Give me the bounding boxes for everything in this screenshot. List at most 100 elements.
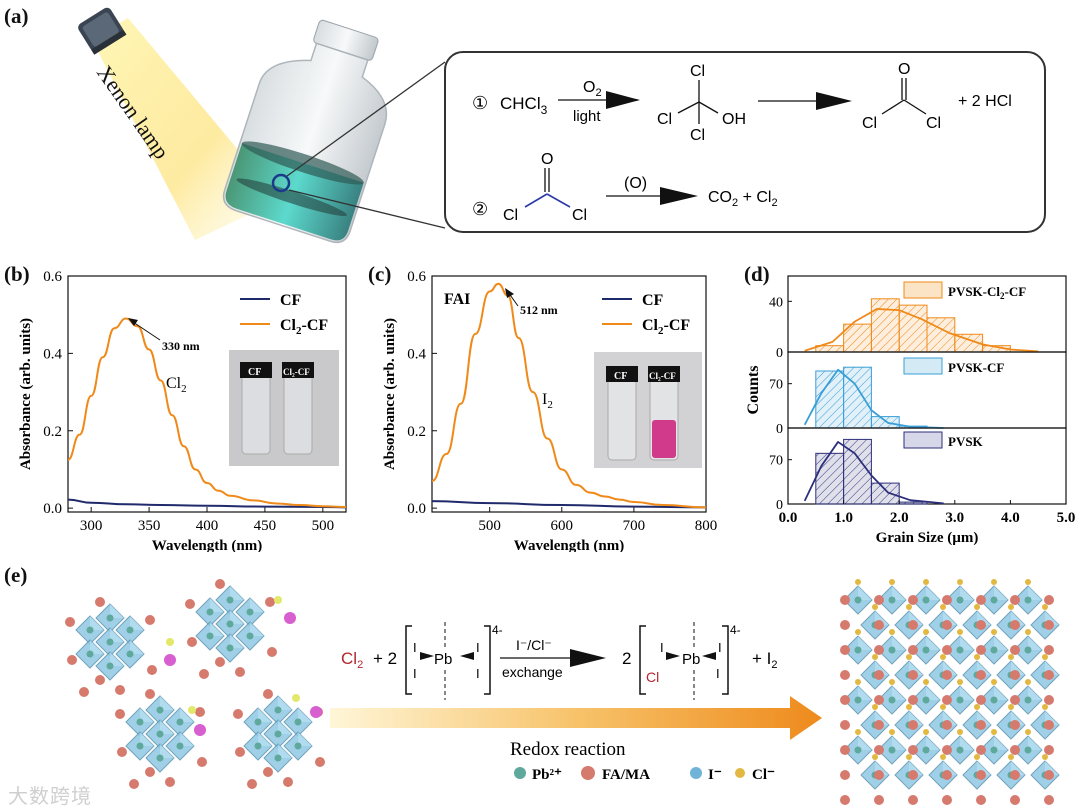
- lattice-octahedron: [1031, 654, 1059, 689]
- svg-text:2: 2: [622, 649, 631, 668]
- lattice-cation: [976, 745, 986, 755]
- reaction2-arrow-top: (O): [624, 175, 647, 192]
- chart-d-xtick-label: 0.0: [779, 510, 798, 526]
- svg-text:Cl: Cl: [862, 115, 877, 132]
- lattice-cation: [942, 620, 952, 630]
- lattice-cation: [1044, 595, 1054, 605]
- legend-b-cf: CF: [280, 292, 302, 309]
- chart-d-bar-1-1: [843, 366, 872, 429]
- lattice-cation: [1044, 770, 1054, 780]
- lattice-cation: [840, 620, 850, 630]
- exchange-equation: Cl2 + 2 Pb I I I I 4- I⁻/Cl⁻ exchange 2 …: [341, 622, 778, 700]
- chart-d-bar-1-2: [870, 416, 900, 429]
- vial-icon: [222, 19, 388, 244]
- chart-d-bar-2-1: [843, 438, 872, 505]
- lattice-cation: [874, 720, 884, 730]
- chart-d-bar-0-4: [926, 317, 956, 353]
- svg-text:I: I: [718, 640, 722, 655]
- svg-text:Cl: Cl: [503, 207, 518, 224]
- svg-text:exchange: exchange: [502, 664, 563, 680]
- lattice-octahedron: [861, 654, 889, 689]
- legend-d-pvsk-cl2: PVSK-Cl2-CF: [948, 284, 1026, 301]
- svg-text:+ 2: + 2: [373, 649, 397, 668]
- lattice-octahedron: [895, 654, 923, 689]
- lattice-cation: [976, 770, 986, 780]
- lattice-cation: [976, 670, 986, 680]
- lattice-cation: [908, 620, 918, 630]
- svg-text:I: I: [476, 666, 480, 681]
- chart-b-xlabel: Wavelength (nm): [152, 538, 262, 552]
- chart-b-ytick-label: 0.6: [43, 269, 62, 285]
- legend-e: Pb²⁺ FA/MA I⁻ Cl⁻: [514, 766, 775, 783]
- svg-text:4-: 4-: [492, 623, 503, 637]
- svg-text:Cl: Cl: [926, 115, 941, 132]
- redox-arrow: [330, 696, 822, 740]
- lattice-cation: [942, 645, 952, 655]
- lattice-cation: [942, 770, 952, 780]
- lattice-octahedron: [963, 604, 991, 639]
- chart-b-xtick-label: 350: [138, 518, 161, 534]
- lattice-cation: [1010, 695, 1020, 705]
- chart-b-series-1: [67, 317, 347, 508]
- chart-c-ytick-label: 0.4: [407, 346, 426, 362]
- chart-b-xtick-label: 500: [312, 518, 335, 534]
- annotation-330nm: 330 nm: [162, 339, 200, 353]
- lattice-octahedron: [929, 604, 957, 639]
- chart-d-fit-0: [804, 308, 1039, 353]
- reaction1-arrow-top: O2: [583, 79, 602, 99]
- reaction1-arrow-bottom: light: [573, 108, 601, 125]
- lattice-cation: [976, 620, 986, 630]
- lattice-cation: [1044, 620, 1054, 630]
- watermark-logo: 大数跨境: [8, 784, 92, 808]
- chart-b-xtick-label: 300: [80, 518, 103, 534]
- svg-text:Cl: Cl: [572, 207, 587, 224]
- lattice-cation: [1044, 795, 1054, 805]
- inset-photo-b: CF Cl₂-CF: [229, 350, 339, 466]
- chart-c-ylabel: Absorbance (arb. units): [382, 318, 398, 470]
- svg-text:I: I: [413, 666, 417, 681]
- svg-text:Cl: Cl: [690, 63, 705, 80]
- intermediate-structure: Cl Cl OH Cl: [657, 63, 746, 144]
- chart-c-series-1: [431, 282, 707, 509]
- chart-b-ytick-label: 0.0: [43, 501, 62, 517]
- lattice-octahedron: [1031, 704, 1059, 739]
- lattice-cation: [1044, 745, 1054, 755]
- legend-d-pvsk-cf: PVSK-CF: [948, 360, 1004, 375]
- zoom-circle: [271, 173, 291, 193]
- lattice-octahedron: [929, 704, 957, 739]
- lattice-cation: [1010, 745, 1020, 755]
- lattice-cation: [840, 745, 850, 755]
- lattice-cation: [908, 770, 918, 780]
- lattice-cation: [874, 795, 884, 805]
- chart-c-xtick-label: 700: [623, 518, 646, 534]
- reaction2-number: ②: [472, 199, 488, 219]
- svg-text:O: O: [541, 151, 553, 168]
- lattice-octahedron: [895, 754, 923, 789]
- panel-label-d: (d): [744, 262, 770, 286]
- lattice-cation: [840, 720, 850, 730]
- lattice-cation: [1044, 670, 1054, 680]
- legend-d-pvsk: PVSK: [948, 434, 984, 449]
- lattice-cation: [840, 770, 850, 780]
- chart-d-ytick-label: 70: [769, 454, 783, 469]
- lattice-cation: [908, 645, 918, 655]
- svg-text:Cl2: Cl2: [341, 649, 363, 671]
- annotation-cl2: Cl2: [166, 375, 187, 395]
- chart-c-ytick-label: 0.2: [407, 424, 426, 440]
- chart-d-bar-2-0: [815, 452, 845, 505]
- arrow-head-1: [606, 91, 640, 109]
- panel-a-figure: Xenon lamp ① CHCl3 O2 light Cl Cl OH Cl …: [78, 7, 1046, 244]
- svg-text:I: I: [413, 640, 417, 655]
- legend-b-cl2cf: Cl2-CF: [280, 317, 328, 337]
- lattice-cation: [908, 720, 918, 730]
- lattice-octahedron: [997, 704, 1025, 739]
- chart-d-bar-2-2: [870, 482, 900, 505]
- lattice-cation: [976, 720, 986, 730]
- legend-c-cf: CF: [642, 292, 664, 309]
- chart-d-xtick-label: 3.0: [945, 510, 964, 526]
- panel-label-e: (e): [4, 563, 28, 587]
- inset-c-cl2cf: Cl₂-CF: [649, 371, 676, 381]
- legend-d: PVSK-Cl2-CF PVSK-CF PVSK: [903, 281, 1026, 449]
- lattice-octahedron: [1031, 604, 1059, 639]
- svg-text:I: I: [716, 666, 720, 681]
